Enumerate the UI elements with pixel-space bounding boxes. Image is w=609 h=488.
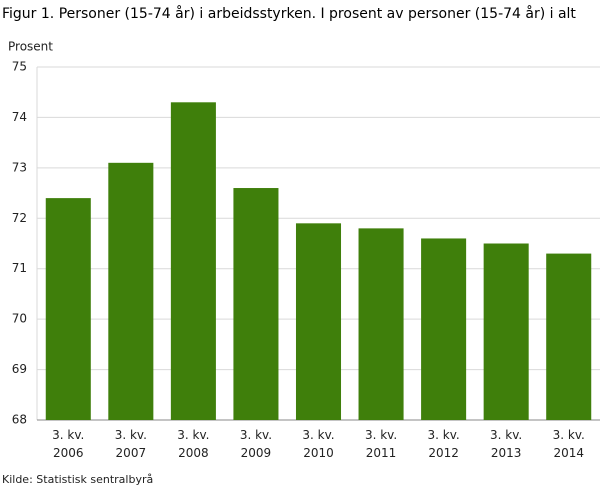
- x-tick-label: 3. kv. 2009: [239, 428, 273, 460]
- bar: [108, 162, 154, 421]
- bar: [295, 223, 342, 420]
- y-axis-label: Prosent: [8, 40, 53, 54]
- y-tick-label: 71: [12, 261, 27, 275]
- y-tick-label: 68: [12, 413, 27, 427]
- y-tick-label: 70: [12, 312, 27, 326]
- x-tick-label: 3. kv. 2007: [114, 428, 147, 460]
- bar: [358, 228, 404, 420]
- x-tick-label: 3. kv. 2008: [177, 428, 210, 460]
- bar: [483, 243, 529, 420]
- x-tick-label: 3. kv. 2006: [52, 428, 85, 460]
- bar: [546, 253, 592, 420]
- bar: [233, 188, 279, 420]
- chart-title: Figur 1. Personer (15-74 år) i arbeidsst…: [2, 5, 576, 22]
- y-tick-label: 75: [12, 60, 27, 74]
- y-tick-label: 69: [12, 362, 27, 376]
- x-tick-label: 3. kv. 2010: [302, 428, 335, 460]
- bar: [170, 102, 216, 421]
- y-tick-label: 72: [12, 211, 27, 225]
- source: Kilde: Statistisk sentralbyrå: [2, 473, 153, 486]
- y-tick-label: 73: [12, 160, 27, 174]
- bar: [45, 198, 91, 420]
- x-tick-label: 3. kv. 2011: [364, 428, 398, 460]
- y-tick-label: 74: [12, 110, 27, 124]
- x-tick-label: 3. kv. 2014: [552, 428, 585, 460]
- bar: [421, 238, 467, 420]
- x-tick-label: 3. kv. 2012: [427, 428, 460, 460]
- x-tick-label: 3. kv. 2013: [490, 428, 523, 460]
